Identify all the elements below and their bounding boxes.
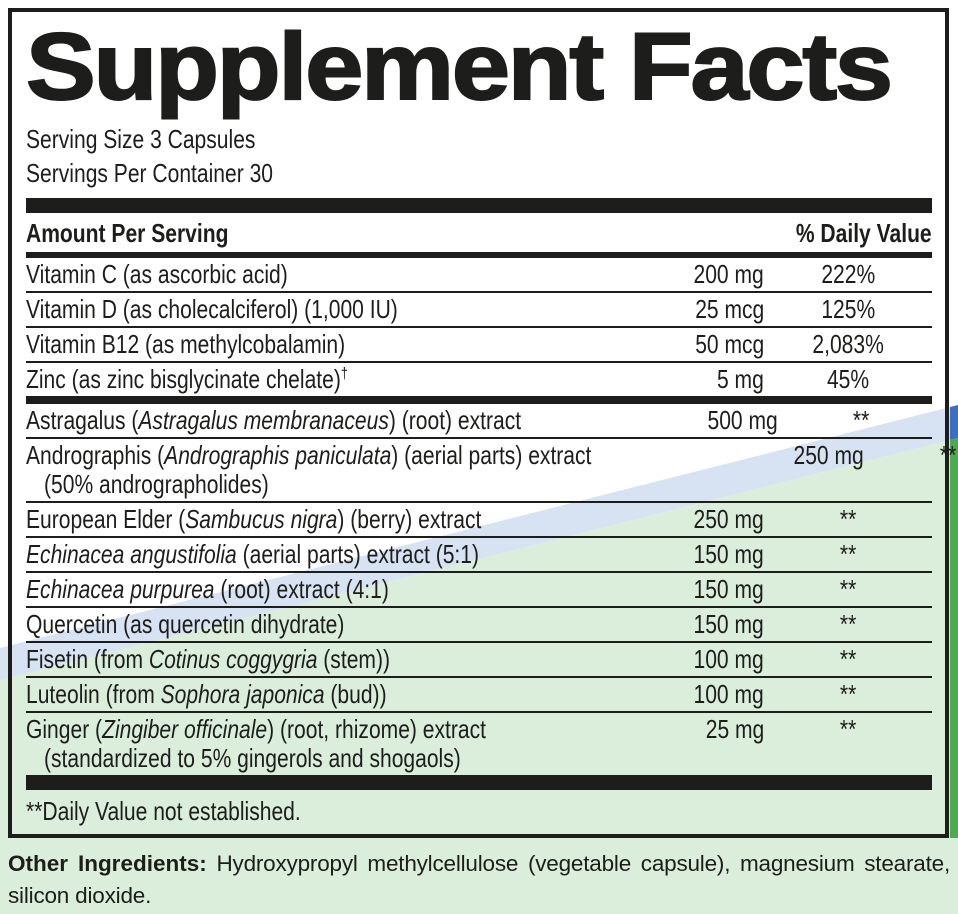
table-row: Andrographis (Andrographis paniculata) (… xyxy=(26,439,956,503)
amount-value: 150 mg xyxy=(693,609,764,639)
table-row: Quercetin (as quercetin dihydrate) 150 m… xyxy=(26,608,932,643)
ingredient-name: Echinacea angustifolia (aerial parts) ex… xyxy=(26,539,480,569)
amount-value: 250 mg xyxy=(793,440,865,470)
daily-value-footnote: **Daily Value not established. xyxy=(26,796,301,826)
table-row: Echinacea purpurea (root) extract (4:1) … xyxy=(26,573,932,608)
daily-value: 2,083% xyxy=(812,329,884,359)
ingredient-name: Vitamin C (as ascorbic acid) xyxy=(26,259,288,289)
amount-value: 25 mg xyxy=(705,714,764,744)
servings-per-container: Servings Per Container 30 xyxy=(26,158,274,188)
daily-value: ** xyxy=(839,539,857,569)
daily-value: ** xyxy=(839,644,857,674)
ingredient-table: Vitamin C (as ascorbic acid) 200 mg 222%… xyxy=(26,258,956,775)
table-row: Fisetin (from Cotinus coggygria (stem)) … xyxy=(26,643,932,678)
amount-value: 200 mg xyxy=(693,259,764,289)
ingredient-name: Astragalus (Astragalus membranaceus) (ro… xyxy=(26,405,522,435)
ingredient-name: Zinc (as zinc bisglycinate chelate)† xyxy=(26,364,348,394)
table-header-row: Amount Per Serving % Daily Value xyxy=(26,213,932,258)
daily-value: 222% xyxy=(821,259,875,289)
daily-value-header: % Daily Value xyxy=(796,218,932,248)
amount-value: 250 mg xyxy=(693,504,764,534)
table-row: Vitamin B12 (as methylcobalamin) 50 mcg … xyxy=(26,328,932,363)
ingredient-name: European Elder (Sambucus nigra) (berry) … xyxy=(26,504,482,534)
ingredient-name: Luteolin (from Sophora japonica (bud)) xyxy=(26,679,387,709)
amount-value: 150 mg xyxy=(693,539,764,569)
daily-value: ** xyxy=(839,609,857,639)
panel-title: Supplement Facts xyxy=(25,14,894,120)
ingredient-name: Vitamin B12 (as methylcobalamin) xyxy=(26,329,346,359)
footer-backdrop xyxy=(0,838,958,914)
daily-value: 45% xyxy=(826,364,870,394)
ingredient-name: Fisetin (from Cotinus coggygria (stem)) xyxy=(26,644,390,674)
table-row: Zinc (as zinc bisglycinate chelate)† 5 m… xyxy=(26,363,932,404)
amount-value: 500 mg xyxy=(706,405,778,435)
table-row: European Elder (Sambucus nigra) (berry) … xyxy=(26,503,932,538)
label-backdrop xyxy=(0,0,950,838)
amount-per-serving-header: Amount Per Serving xyxy=(26,218,229,248)
daily-value: ** xyxy=(839,504,857,534)
ingredient-name: Andrographis (Andrographis paniculata) (… xyxy=(26,440,592,499)
serving-size: Serving Size 3 Capsules xyxy=(26,124,256,154)
table-row: Vitamin C (as ascorbic acid) 200 mg 222% xyxy=(26,258,932,293)
daily-value: 125% xyxy=(821,294,875,324)
daily-value: ** xyxy=(939,440,957,470)
table-row: Luteolin (from Sophora japonica (bud)) 1… xyxy=(26,678,932,713)
other-ingredients-label: Other Ingredients: xyxy=(8,851,207,876)
ingredient-name: Quercetin (as quercetin dihydrate) xyxy=(26,609,345,639)
ingredient-name: Echinacea purpurea (root) extract (4:1) xyxy=(26,574,389,604)
amount-value: 100 mg xyxy=(693,679,764,709)
daily-value: ** xyxy=(839,679,857,709)
amount-value: 25 mcg xyxy=(694,294,764,324)
ingredient-name: Ginger (Zingiber officinale) (root, rhiz… xyxy=(26,714,486,773)
table-row: Echinacea angustifolia (aerial parts) ex… xyxy=(26,538,932,573)
other-ingredients: Other Ingredients: Hydroxypropyl methylc… xyxy=(0,842,958,912)
divider-thick-bottom xyxy=(26,775,932,790)
daily-value: ** xyxy=(853,405,870,435)
table-row: Ginger (Zingiber officinale) (root, rhiz… xyxy=(26,713,932,775)
other-ingredients-text: Hydroxypropyl methylcellulose (vegetable… xyxy=(8,851,950,908)
daily-value: ** xyxy=(839,574,857,604)
amount-value: 5 mg xyxy=(717,364,764,394)
amount-value: 50 mcg xyxy=(694,329,764,359)
ingredient-name: Vitamin D (as cholecalciferol) (1,000 IU… xyxy=(26,294,398,324)
divider-thick-top xyxy=(26,198,932,213)
daily-value: ** xyxy=(839,714,857,744)
amount-value: 150 mg xyxy=(693,574,764,604)
supplement-facts-panel: Supplement Facts Serving Size 3 Capsules… xyxy=(8,8,956,838)
amount-value: 100 mg xyxy=(693,644,764,674)
table-row: Astragalus (Astragalus membranaceus) (ro… xyxy=(26,404,932,439)
table-row: Vitamin D (as cholecalciferol) (1,000 IU… xyxy=(26,293,932,328)
